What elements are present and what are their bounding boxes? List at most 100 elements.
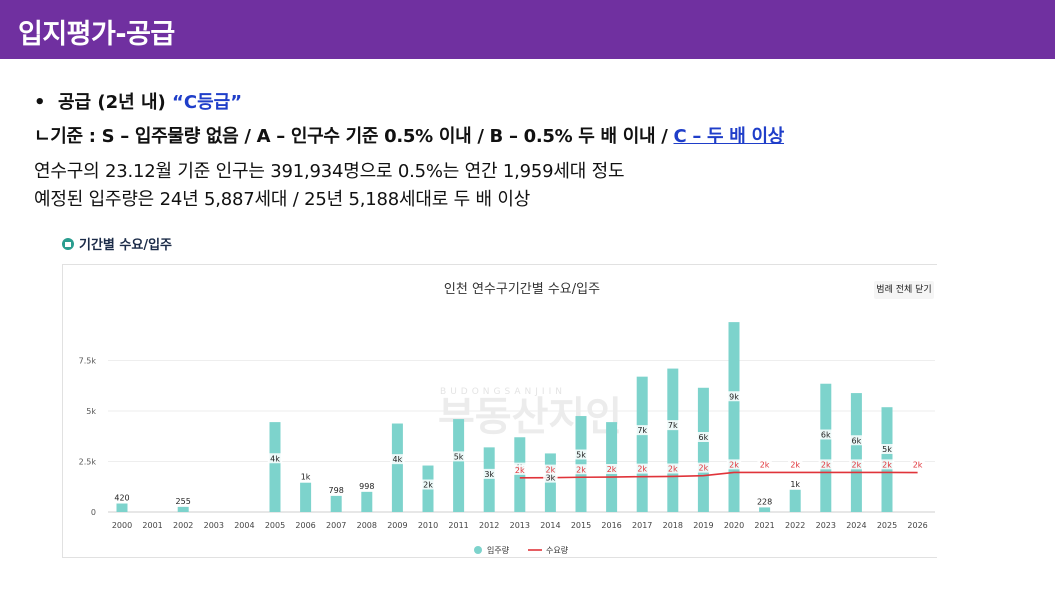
demand-value-label-bg [757, 459, 772, 470]
bar-value-label: 4k [270, 454, 280, 463]
legend-label-demand: 수요량 [546, 545, 569, 555]
x-tick-label: 2011 [448, 521, 468, 530]
y-tick-label: 7.5k [79, 357, 97, 366]
bar-value-label-bg [879, 444, 895, 455]
home-icon [62, 238, 74, 250]
bar-value-label: 5k [576, 451, 586, 460]
supply-grade-line: • 공급 (2년 내) “C등급” [34, 88, 242, 114]
demand-value-label: 2k [668, 464, 678, 473]
section-heading-text: 기간별 수요/입주 [79, 238, 172, 253]
watermark-small: BUDONGSANJIIN [440, 387, 566, 397]
demand-value-label-bg [696, 462, 711, 473]
bar-value-label: 3k [546, 474, 556, 483]
bar [789, 489, 801, 512]
bar-value-label: 1k [301, 473, 311, 482]
x-tick-label: 2008 [357, 521, 377, 530]
bar-value-label: 798 [329, 486, 344, 495]
bar-value-label: 6k [699, 433, 709, 442]
bar [391, 423, 403, 512]
demand-value-label-bg [910, 459, 925, 470]
bar-value-label: 7k [637, 426, 647, 435]
demand-series [519, 471, 918, 479]
bar [330, 495, 342, 512]
chart-legend[interactable]: 입주량 수요량 [474, 545, 569, 555]
bar-value-label-bg [298, 471, 313, 482]
bar-value-label: 5k [882, 445, 892, 454]
bar [667, 368, 679, 512]
bar [361, 491, 373, 512]
criteria-text: ㄴ기준 : S – 입주물량 없음 / A – 인구수 기준 0.5% 이내 /… [34, 126, 674, 147]
bar [759, 507, 771, 512]
bar-value-label-bg [754, 496, 775, 507]
criteria-highlight-link[interactable]: C – 두 배 이상 [673, 126, 785, 147]
bar-value-label-bg [267, 453, 283, 464]
bar-value-label-bg [696, 431, 711, 442]
bar-value-label: 2k [423, 481, 433, 490]
bullet-icon: • [34, 92, 46, 113]
bar-value-label-bg [849, 435, 864, 446]
demand-value-label-bg [573, 464, 589, 475]
demand-value-label-bg [788, 459, 803, 470]
bar-value-label: 6k [821, 430, 831, 439]
demand-value-label: 2k [882, 460, 892, 469]
bar-value-label: 255 [176, 497, 191, 506]
demand-value-label-bg [543, 464, 558, 475]
x-tick-label: 2009 [387, 521, 407, 530]
bar-value-label-bg [173, 495, 193, 506]
x-tick-label: 2007 [326, 521, 346, 530]
bar [544, 453, 556, 512]
bar-value-label: 6k [852, 436, 862, 445]
x-tick-label: 2020 [724, 521, 744, 530]
x-tick-label: 2025 [877, 521, 897, 530]
data-labels: 4202554k1k7989984k2k5k3k4k3k5k7k7k6k9k22… [112, 391, 925, 507]
x-tick-label: 2013 [510, 521, 530, 530]
x-tick-label: 2017 [632, 521, 652, 530]
bar [300, 482, 312, 512]
x-tick-label: 2004 [234, 521, 254, 530]
legend-swatch-supply [474, 546, 482, 554]
demand-value-label: 2k [546, 466, 556, 475]
grade-badge: “C등급” [172, 92, 243, 113]
bar-value-label: 1k [790, 480, 800, 489]
x-tick-label: 2010 [418, 521, 438, 530]
demand-value-label: 2k [790, 460, 800, 469]
watermark: BUDONGSANJIIN 부동산지인 [438, 387, 622, 440]
bar-value-label: 420 [114, 494, 129, 503]
demand-value-label: 2k [637, 465, 647, 474]
bar-value-label: 228 [757, 497, 772, 506]
x-tick-label: 2021 [754, 521, 774, 530]
demand-value-label: 2k [821, 460, 831, 469]
chart-title: 인천 연수구기간별 수요/입주 [443, 282, 601, 297]
bar [483, 447, 495, 512]
bar-value-label: 7k [668, 421, 678, 430]
x-tick-label: 2018 [663, 521, 683, 530]
demand-value-label-bg [635, 463, 650, 474]
supply-label: 공급 (2년 내) [58, 92, 173, 113]
demand-value-label: 2k [729, 460, 739, 469]
chart-frame [62, 264, 937, 558]
axis-layer: 0 2.5k 5k 7.5k 2000 2001 2002 2003 2004 2005 2006 2… [79, 357, 928, 531]
section-heading: 기간별 수요/입주 [62, 234, 172, 253]
x-tick-label: 2002 [173, 521, 193, 530]
demand-value-label: 2k [607, 465, 617, 474]
demand-value-label-bg [726, 459, 742, 470]
bar-value-label-bg [818, 429, 833, 440]
bar-value-label-bg [788, 478, 803, 489]
slide-title: 입지평가-공급 [18, 19, 175, 50]
demand-value-label-bg [512, 464, 527, 475]
bar-value-label-bg [326, 484, 346, 495]
bar-value-label-bg [482, 468, 497, 479]
y-tick-label: 2.5k [79, 458, 97, 467]
bar-value-label-bg [357, 480, 377, 491]
demand-value-label-bg [665, 463, 680, 474]
demand-value-label: 2k [576, 465, 586, 474]
bar [820, 383, 832, 512]
x-tick-label: 2000 [112, 521, 132, 530]
bar-value-label-bg [420, 479, 436, 490]
bar [116, 503, 128, 512]
demand-value-label: 2k [699, 464, 709, 473]
bar [850, 393, 862, 512]
legend-close-button[interactable]: 범례 전체 닫기 [874, 281, 934, 299]
x-tick-label: 2006 [295, 521, 315, 530]
bar-value-label: 998 [359, 482, 374, 491]
